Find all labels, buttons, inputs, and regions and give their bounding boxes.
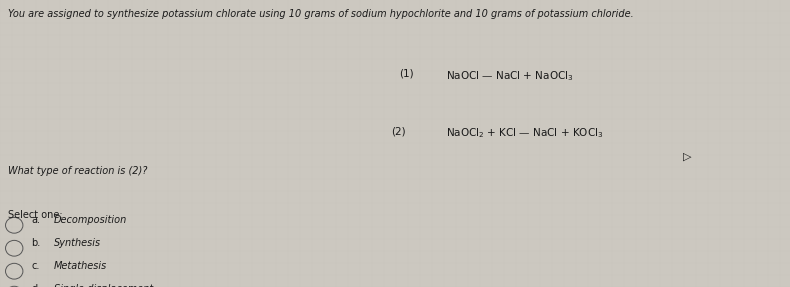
Text: c.: c. [32,261,40,271]
Text: NaOCl — NaCl + NaOCl$_3$: NaOCl — NaCl + NaOCl$_3$ [446,69,574,83]
Text: (1): (1) [399,69,414,79]
Text: You are assigned to synthesize potassium chlorate using 10 grams of sodium hypoc: You are assigned to synthesize potassium… [8,9,634,19]
Text: Decomposition: Decomposition [54,215,127,225]
Text: What type of reaction is (2)?: What type of reaction is (2)? [8,166,147,177]
Text: Select one:: Select one: [8,210,62,220]
Text: Metathesis: Metathesis [54,261,107,271]
Text: NaOCl$_2$ + KCl — NaCl + KOCl$_3$: NaOCl$_2$ + KCl — NaCl + KOCl$_3$ [446,126,604,140]
Text: (2): (2) [391,126,406,136]
Text: b.: b. [32,238,41,248]
Text: Single displacement: Single displacement [54,284,153,287]
Text: d.: d. [32,284,41,287]
Text: ▷: ▷ [683,152,692,162]
Text: a.: a. [32,215,40,225]
Text: Synthesis: Synthesis [54,238,101,248]
